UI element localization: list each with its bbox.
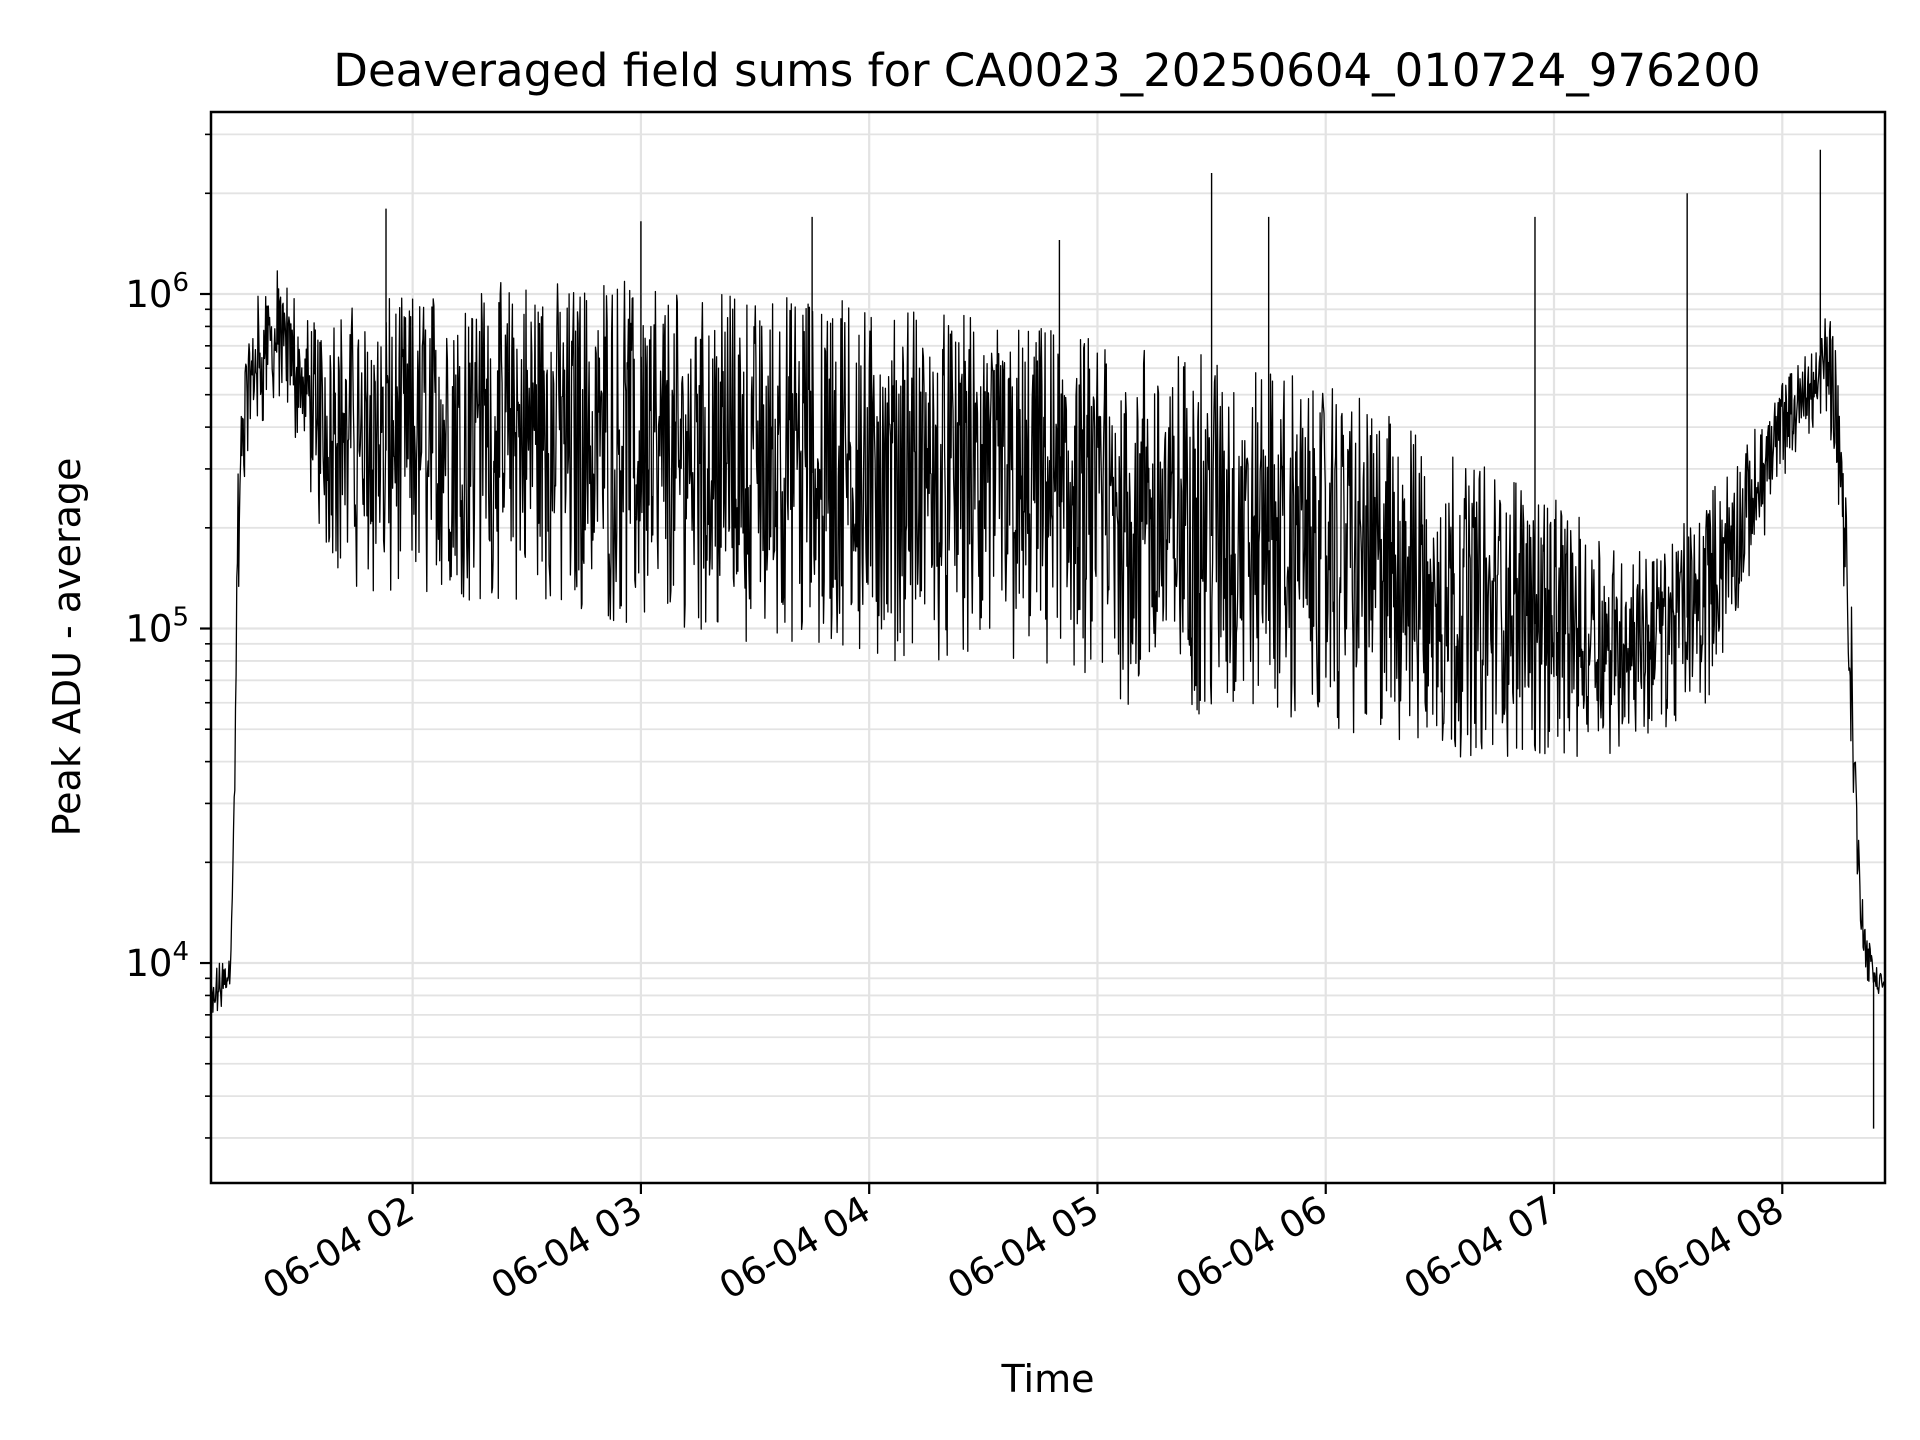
chart-title: Deaveraged field sums for CA0023_2025060…: [333, 44, 1760, 97]
y-tick-label: 105: [125, 603, 189, 651]
x-axis-label: Time: [1001, 1357, 1095, 1401]
y-axis: 104 105 106: [125, 133, 211, 1139]
plot-frame: [209, 110, 1887, 1185]
y-tick-label: 106: [125, 268, 189, 316]
y-tick-label: 104: [125, 937, 189, 985]
y-axis-label: Peak ADU - average: [45, 458, 89, 837]
data-series-line: [211, 270, 1885, 1013]
